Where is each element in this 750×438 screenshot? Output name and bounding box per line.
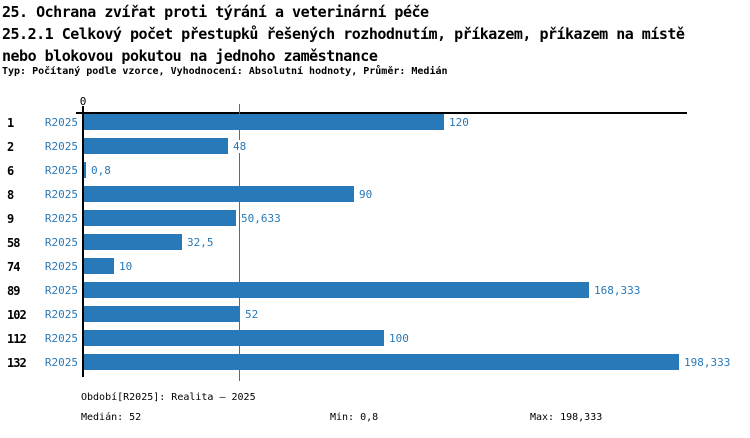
value-label: 32,5 [186,236,215,249]
category-label: 6 [7,164,14,178]
category-label: 89 [7,284,20,298]
category-label: 1 [7,116,14,130]
footer-median-label: Medián: 52 [81,412,142,423]
report-meta-line: Typ: Počítaný podle vzorce, Vyhodnocení:… [2,66,448,77]
series-label: R2025 [44,140,78,153]
value-label: 100 [388,332,410,345]
bar [84,162,86,178]
value-label: 168,333 [593,284,642,297]
series-label: R2025 [44,188,78,201]
value-label: 0,8 [90,164,112,177]
footer-max-label: Max: 198,333 [530,412,603,423]
bar [84,234,182,250]
x-axis-zero-tick-label: 0 [79,95,87,108]
value-label: 198,333 [683,356,732,369]
bar [84,330,384,346]
category-label: 112 [7,332,27,346]
value-label: 10 [118,260,134,273]
bar [84,354,679,370]
footer-period-label: Období[R2025]: Realita – 2025 [81,392,256,403]
value-label: 90 [358,188,374,201]
series-label: R2025 [44,236,78,249]
value-label: 50,633 [240,212,282,225]
category-label: 2 [7,140,14,154]
category-label: 9 [7,212,14,226]
value-label: 48 [232,140,248,153]
bar [84,258,114,274]
value-label: 52 [244,308,260,321]
y-axis-line [82,106,84,377]
series-label: R2025 [44,356,78,369]
report-title-line-2: 25.2.1 Celkový počet přestupků řešených … [2,25,685,43]
category-label: 102 [7,308,27,322]
series-label: R2025 [44,116,78,129]
series-label: R2025 [44,260,78,273]
bar [84,210,236,226]
bar [84,186,354,202]
bar [84,306,240,322]
category-label: 132 [7,356,27,370]
category-label: 8 [7,188,14,202]
series-label: R2025 [44,212,78,225]
category-label: 74 [7,260,20,274]
category-label: 58 [7,236,20,250]
bar [84,282,589,298]
value-label: 120 [448,116,470,129]
bar [84,114,444,130]
median-gridline [239,104,240,381]
series-label: R2025 [44,164,78,177]
series-label: R2025 [44,332,78,345]
footer-min-label: Min: 0,8 [330,412,379,423]
series-label: R2025 [44,308,78,321]
report-title-line-1: 25. Ochrana zvířat proti týrání a veteri… [2,3,429,21]
series-label: R2025 [44,284,78,297]
report-title-line-3: nebo blokovou pokutou na jednoho zaměstn… [2,47,378,65]
x-axis-line [76,112,687,114]
bar [84,138,228,154]
